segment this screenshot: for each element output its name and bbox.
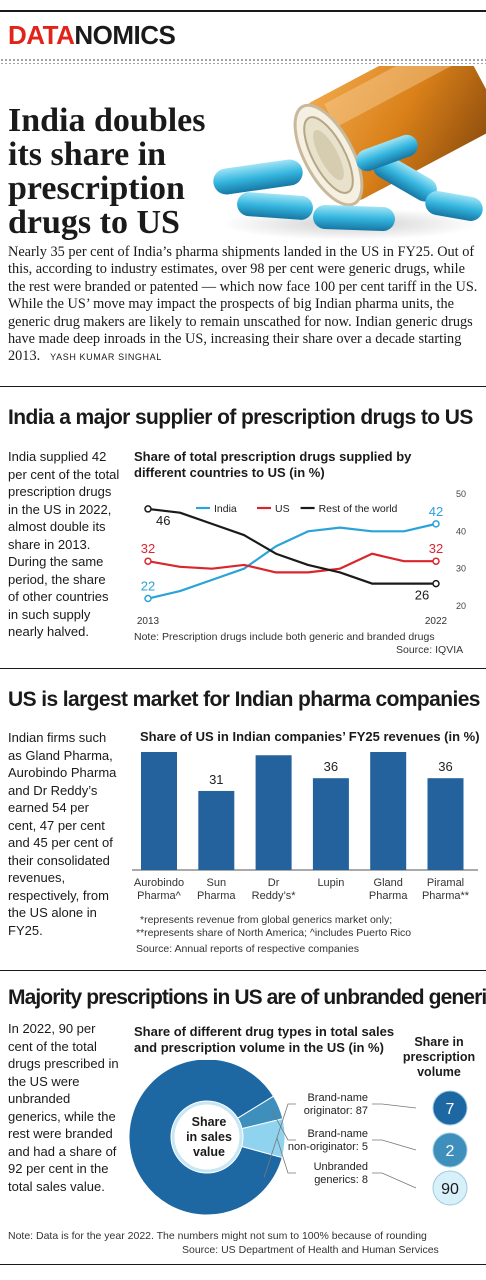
prescription-share-value: 2 — [446, 1143, 455, 1160]
brand-logo: DATANOMICS — [8, 20, 176, 50]
data-label: 36 — [324, 759, 338, 774]
data-label: 32 — [141, 541, 155, 556]
leader-line — [271, 1110, 296, 1141]
category-label: Piramal — [427, 877, 464, 889]
data-label: 31 — [209, 772, 223, 787]
section2-side-text: Indian firms such as Gland Pharma, Aurob… — [8, 730, 117, 938]
line-chart-source: Source: IQVIA — [396, 644, 464, 656]
prescription-share-circle — [432, 1090, 468, 1126]
category-label: Reddy’s* — [252, 890, 297, 902]
bar-chart-footnote-1: *represents revenue from global generics… — [140, 914, 393, 926]
section-rule — [0, 668, 486, 669]
donut-note: Note: Data is for the year 2022. The num… — [8, 1230, 427, 1242]
capsule-icon — [213, 134, 483, 232]
donut-hole — [171, 1101, 243, 1173]
category-label: Pharma^ — [137, 890, 182, 902]
data-point — [432, 520, 440, 528]
legend-label: Rest of the world — [319, 503, 398, 515]
bar — [370, 752, 407, 870]
category-label: Pharma — [197, 890, 236, 902]
data-label: 32 — [429, 541, 443, 556]
category-label: Aurobindo — [134, 877, 184, 889]
legend-label: India — [214, 503, 237, 515]
data-label: 36 — [438, 759, 452, 774]
slice-label: Brand-name — [307, 1092, 368, 1104]
bar-chart-footnote-2: **represents share of North America; ^in… — [136, 927, 412, 939]
bar — [255, 755, 292, 870]
bar — [312, 778, 349, 870]
donut-center-label: Share in sales value — [186, 1115, 232, 1159]
category-label: Lupin — [317, 877, 344, 889]
data-point — [432, 557, 440, 565]
category-label: Gland — [374, 877, 403, 889]
slice-label: originator: 87 — [304, 1105, 368, 1117]
leader-line — [263, 1103, 296, 1178]
leader-line — [372, 1139, 417, 1151]
donut-chart-title: Share of different drug types in total s… — [134, 1024, 395, 1055]
leader-line — [372, 1103, 417, 1109]
leader-line — [372, 1172, 417, 1189]
slice-label: Unbranded — [314, 1161, 368, 1173]
line-chart: 20 30 40 50 2013 2022 India US Rest of the world… — [137, 489, 466, 627]
data-point — [432, 579, 440, 588]
prescription-share-value: 7 — [446, 1101, 455, 1118]
section3-title: Majority prescriptions in US are of unbr… — [8, 986, 486, 1009]
section1-title: India a major supplier of prescription d… — [8, 406, 473, 429]
slice-label: generics: 8 — [314, 1174, 368, 1186]
series-line — [147, 507, 436, 585]
section-rule — [0, 970, 486, 971]
x-tick-label: 2022 — [425, 616, 448, 627]
page-title: India doubles its share in prescription … — [8, 102, 206, 241]
intro-paragraph: Nearly 35 per cent of India’s pharma shi… — [8, 244, 478, 365]
x-tick-label: 2013 — [137, 616, 160, 627]
data-point — [144, 557, 152, 565]
top-rule — [0, 10, 486, 12]
pill-bottle-illustration — [213, 66, 486, 240]
line-chart-title: Share of total prescription drugs suppli… — [134, 449, 412, 480]
bar — [198, 790, 235, 870]
y-tick-label: 40 — [456, 526, 466, 536]
category-label: Dr — [268, 877, 280, 889]
bar — [427, 778, 464, 870]
byline: YASH KUMAR SINGHAL — [50, 352, 162, 363]
donut-slice — [241, 1118, 286, 1159]
category-label: Sun — [207, 877, 227, 889]
slice-label: Brand-name — [307, 1128, 368, 1140]
bottom-rule — [0, 1264, 486, 1265]
series-line — [147, 522, 437, 600]
y-tick-label: 20 — [456, 601, 466, 611]
data-point — [144, 505, 152, 513]
prescription-share-circle — [432, 1132, 468, 1168]
category-label: Pharma — [369, 890, 408, 902]
series-line — [147, 552, 436, 574]
data-point — [144, 594, 152, 603]
section-rule — [0, 386, 486, 387]
category-label: Pharma** — [422, 890, 470, 902]
bar-chart-source: Source: Annual reports of respective com… — [136, 943, 359, 955]
dotted-divider — [0, 58, 486, 64]
bar — [141, 752, 177, 870]
data-label: 42 — [429, 504, 443, 519]
prescription-share-value: 90 — [441, 1181, 459, 1198]
line-chart-note: Note: Prescription drugs include both ge… — [134, 631, 435, 643]
legend-label: US — [275, 503, 290, 515]
leader-line — [276, 1137, 296, 1174]
donut-slice — [128, 1060, 283, 1216]
section3-side-text: In 2022, 90 per cent of the total drugs … — [8, 1021, 119, 1194]
section1-side-text: India supplied 42 per cent of the total … — [8, 449, 120, 639]
section2-title: US is largest market for Indian pharma c… — [8, 688, 480, 711]
bar-chart-title: Share of US in Indian companies’ FY25 re… — [140, 729, 480, 744]
prescription-volume-header: Share in prescription volume — [402, 1035, 476, 1079]
bar-chart: 47AurobindoPharma^31SunPharma45DrReddy’s… — [132, 752, 478, 902]
data-label: 22 — [141, 579, 155, 594]
data-label: 46 — [156, 513, 170, 528]
data-label: 26 — [415, 588, 429, 603]
prescription-share-circle — [432, 1170, 468, 1206]
slice-label: non-originator: 5 — [288, 1141, 368, 1153]
donut-source: Source: US Department of Health and Huma… — [182, 1244, 439, 1256]
y-tick-label: 50 — [456, 489, 466, 499]
y-tick-label: 30 — [456, 564, 466, 574]
